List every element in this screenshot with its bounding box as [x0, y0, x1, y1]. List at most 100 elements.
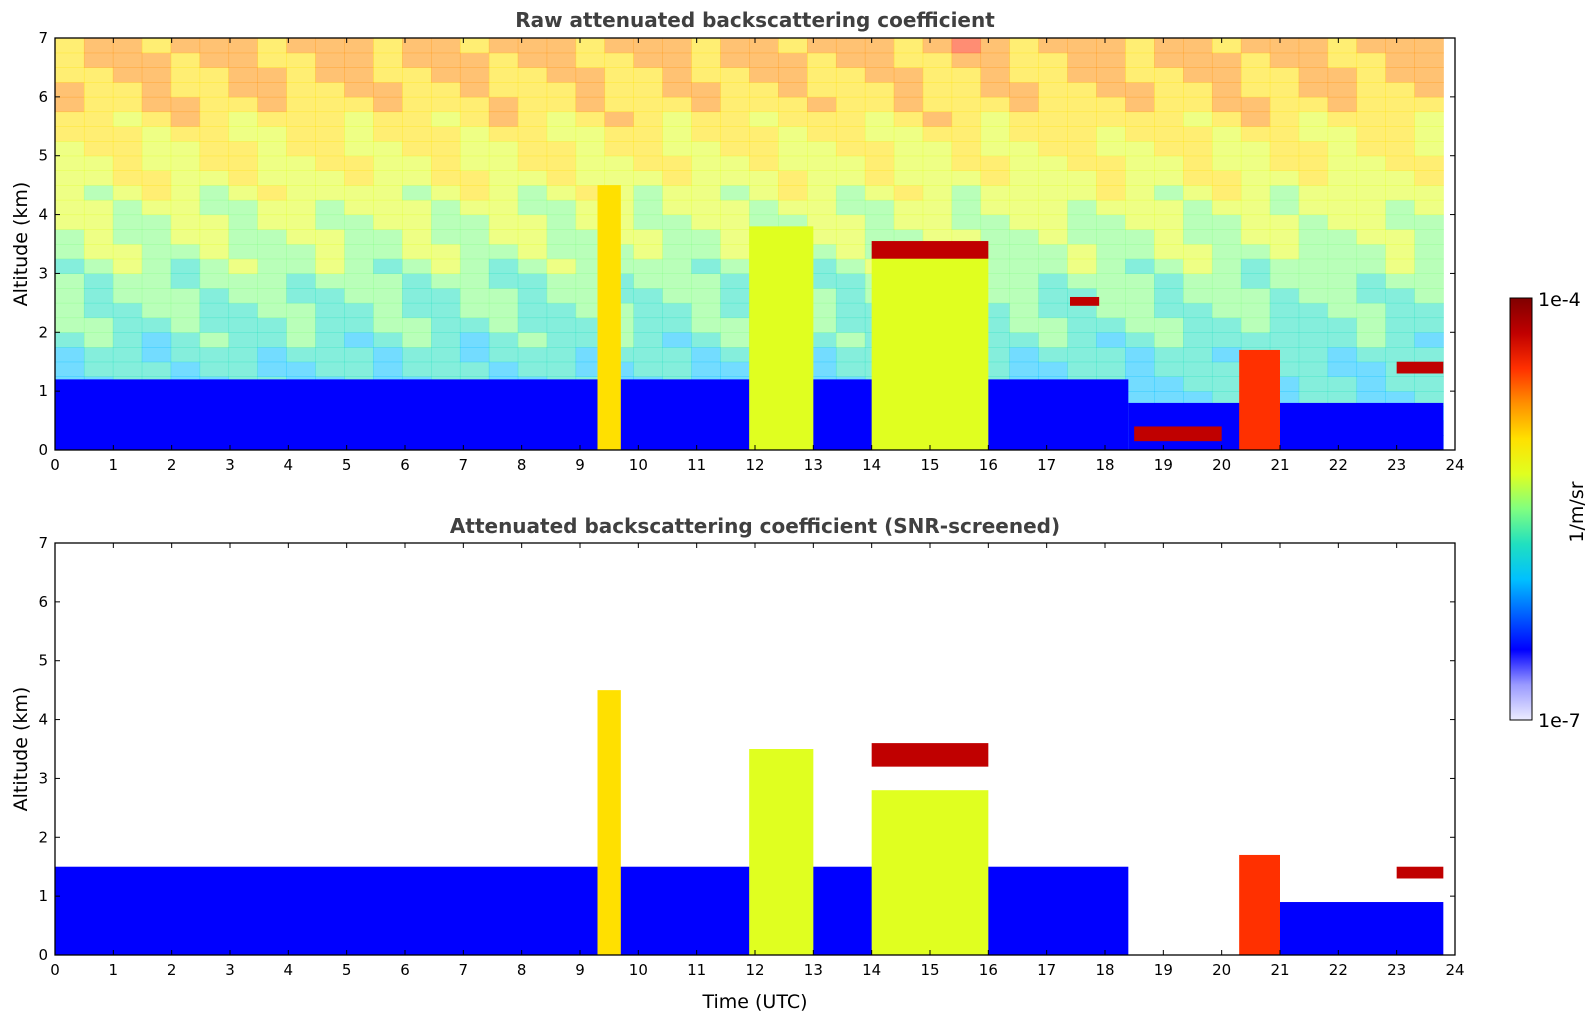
heatmap-cell: [546, 126, 577, 142]
heatmap-cell: [749, 38, 779, 54]
heatmap-cell: [344, 229, 374, 245]
heatmap-cell: [1211, 170, 1242, 186]
heatmap-cell: [517, 185, 548, 201]
heatmap-cell: [1154, 391, 1184, 407]
heatmap-cell: [835, 170, 866, 186]
panel-screened-title: Attenuated backscattering coefficient (S…: [450, 514, 1060, 538]
heatmap-cell: [893, 185, 924, 201]
heatmap-cell: [1009, 82, 1039, 98]
heatmap-cell: [546, 258, 577, 274]
heatmap-cell: [1269, 82, 1300, 98]
x-tick-label: 23: [1387, 961, 1406, 979]
heatmap-cell: [373, 111, 403, 127]
heatmap-cell: [807, 361, 837, 377]
heatmap-cell: [1154, 199, 1184, 216]
heatmap-cell: [257, 38, 287, 54]
heatmap-cell: [459, 185, 490, 201]
heatmap-cell: [1385, 38, 1415, 54]
heatmap-cell: [1385, 317, 1415, 333]
heatmap-cell: [778, 170, 808, 186]
heatmap-cell: [633, 361, 663, 377]
heatmap-cell: [228, 317, 258, 333]
heatmap-cell: [1096, 273, 1126, 289]
x-tick-label: 21: [1270, 456, 1289, 474]
heatmap-cell: [170, 126, 201, 142]
y-tick-label: 2: [38, 323, 48, 341]
heatmap-cell: [517, 288, 548, 304]
heatmap-cell: [1009, 111, 1039, 127]
heatmap-cell: [459, 111, 490, 127]
heatmap-cell: [1385, 258, 1415, 274]
heatmap-cell: [199, 229, 230, 245]
heatmap-cell: [1038, 96, 1068, 113]
heatmap-cell: [1038, 155, 1068, 171]
heatmap-cell: [749, 214, 779, 230]
x-tick-label: 4: [284, 961, 294, 979]
heatmap-cell: [373, 317, 403, 333]
heatmap-cell: [488, 317, 519, 333]
heatmap-cell: [402, 244, 432, 260]
heatmap-cell: [633, 347, 663, 363]
heatmap-feature-cloud-layer: [1239, 854, 1280, 955]
heatmap-cell: [1298, 82, 1329, 98]
heatmap-cell: [112, 332, 143, 348]
heatmap-cell: [807, 67, 837, 83]
heatmap-cell: [141, 288, 172, 304]
heatmap-cell: [922, 229, 953, 245]
heatmap-cell: [1096, 288, 1126, 304]
heatmap-cell: [1125, 67, 1155, 83]
heatmap-cell: [228, 288, 258, 304]
heatmap-cell: [344, 347, 374, 363]
heatmap-cell: [1096, 67, 1126, 83]
heatmap-cell: [1038, 273, 1068, 289]
heatmap-cell: [199, 96, 230, 113]
panel-raw: Raw attenuated backscattering coefficien…: [10, 8, 1465, 474]
heatmap-cell: [517, 170, 548, 186]
heatmap-cell: [517, 111, 548, 127]
heatmap-cell: [1298, 229, 1329, 245]
heatmap-cell: [835, 273, 866, 289]
heatmap-cell: [1067, 126, 1097, 142]
heatmap-cell: [257, 332, 287, 348]
heatmap-cell: [488, 332, 519, 348]
x-tick-label: 0: [50, 456, 60, 474]
heatmap-cell: [431, 258, 461, 274]
heatmap-cell: [835, 258, 866, 274]
heatmap-cell: [922, 170, 953, 186]
heatmap-cell: [402, 170, 432, 186]
heatmap-cell: [662, 229, 692, 245]
heatmap-cell: [864, 141, 895, 157]
heatmap-cell: [228, 332, 258, 348]
heatmap-cell: [1298, 38, 1329, 54]
heatmap-cell: [980, 67, 1010, 83]
heatmap-cell: [1211, 96, 1242, 113]
heatmap-cell: [228, 126, 258, 142]
heatmap-cell: [315, 332, 345, 348]
heatmap-cell: [517, 302, 548, 319]
heatmap-cell: [893, 155, 924, 171]
heatmap-cell: [1211, 67, 1242, 83]
heatmap-cell: [1240, 258, 1271, 274]
heatmap-cell: [1038, 214, 1068, 230]
heatmap-cell: [344, 273, 374, 289]
heatmap-cell: [1067, 214, 1097, 230]
heatmap-cell: [488, 155, 519, 171]
heatmap-cell: [1356, 185, 1386, 201]
heatmap-cell: [951, 126, 982, 142]
heatmap-cell: [1009, 214, 1039, 230]
heatmap-cell: [431, 288, 461, 304]
heatmap-cell: [228, 111, 258, 127]
heatmap-cell: [691, 273, 721, 289]
heatmap-cell: [1240, 170, 1271, 186]
heatmap-cell: [1009, 258, 1039, 274]
heatmap-cell: [1298, 141, 1329, 157]
heatmap-cell: [1183, 332, 1213, 348]
heatmap-cell: [373, 214, 403, 230]
heatmap-cell: [720, 96, 750, 113]
heatmap-cell: [1009, 199, 1039, 216]
heatmap-cell: [1298, 185, 1329, 201]
heatmap-cell: [344, 170, 374, 186]
heatmap-cell: [431, 38, 461, 54]
heatmap-cell: [344, 141, 374, 157]
heatmap-cell: [1385, 332, 1415, 348]
